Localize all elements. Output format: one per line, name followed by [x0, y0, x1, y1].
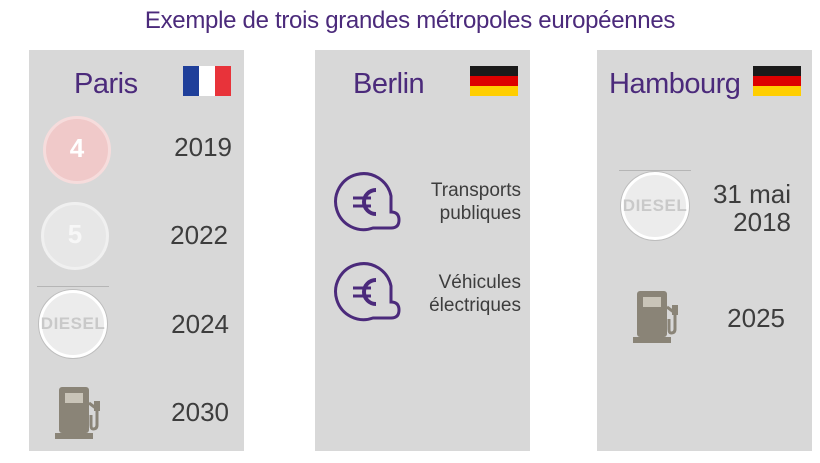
- euro-icon: [334, 172, 401, 232]
- label-line: Transports: [430, 180, 521, 201]
- label-line: publiques: [439, 203, 521, 224]
- hambourg-panel: Hambourg DIESEL 31 mai 2018 2025: [597, 50, 812, 451]
- berlin-panel: Berlin Transports publiques Véhicules él…: [315, 50, 530, 451]
- fuel-pump-icon: [633, 291, 678, 343]
- year-2030: 2030: [171, 397, 229, 427]
- year-2025: 2025: [727, 303, 785, 333]
- sticker-number: 4: [69, 133, 85, 163]
- paris-panel: Paris 4 2019 5 2022 DIESEL 2024 2030: [29, 50, 244, 451]
- label-line: électriques: [429, 295, 521, 316]
- crit-air-4-sticker-icon: 4: [43, 116, 111, 184]
- date-31-mai-2018: 31 mai 2018: [697, 180, 791, 236]
- germany-flag-icon: [753, 66, 801, 96]
- date-line: 2018: [733, 207, 791, 237]
- germany-flag-icon: [470, 66, 518, 96]
- divider-line: [619, 170, 691, 171]
- year-2022: 2022: [170, 220, 228, 250]
- year-2019: 2019: [174, 132, 232, 162]
- label-transports-publiques: Transports publiques: [413, 179, 521, 225]
- diesel-text: DIESEL: [622, 196, 688, 215]
- diesel-sticker-icon: DIESEL: [621, 172, 689, 240]
- label-vehicules-electriques: Véhicules électriques: [413, 271, 521, 317]
- label-line: Véhicules: [438, 272, 521, 293]
- city-name-hambourg: Hambourg: [609, 68, 741, 100]
- diesel-sticker-icon: DIESEL: [39, 290, 107, 358]
- france-flag-icon: [183, 66, 231, 96]
- date-line: 31 mai: [712, 179, 791, 209]
- euro-icon: [334, 262, 401, 322]
- crit-air-5-sticker-icon: 5: [41, 202, 109, 270]
- diesel-text: DIESEL: [40, 314, 106, 333]
- city-name-paris: Paris: [74, 68, 138, 100]
- page-title: Exemple de trois grandes métropoles euro…: [144, 7, 676, 34]
- sticker-number: 5: [67, 219, 83, 249]
- year-2024: 2024: [171, 309, 229, 339]
- divider-line: [37, 286, 109, 287]
- fuel-pump-icon: [55, 387, 100, 439]
- city-name-berlin: Berlin: [353, 68, 425, 100]
